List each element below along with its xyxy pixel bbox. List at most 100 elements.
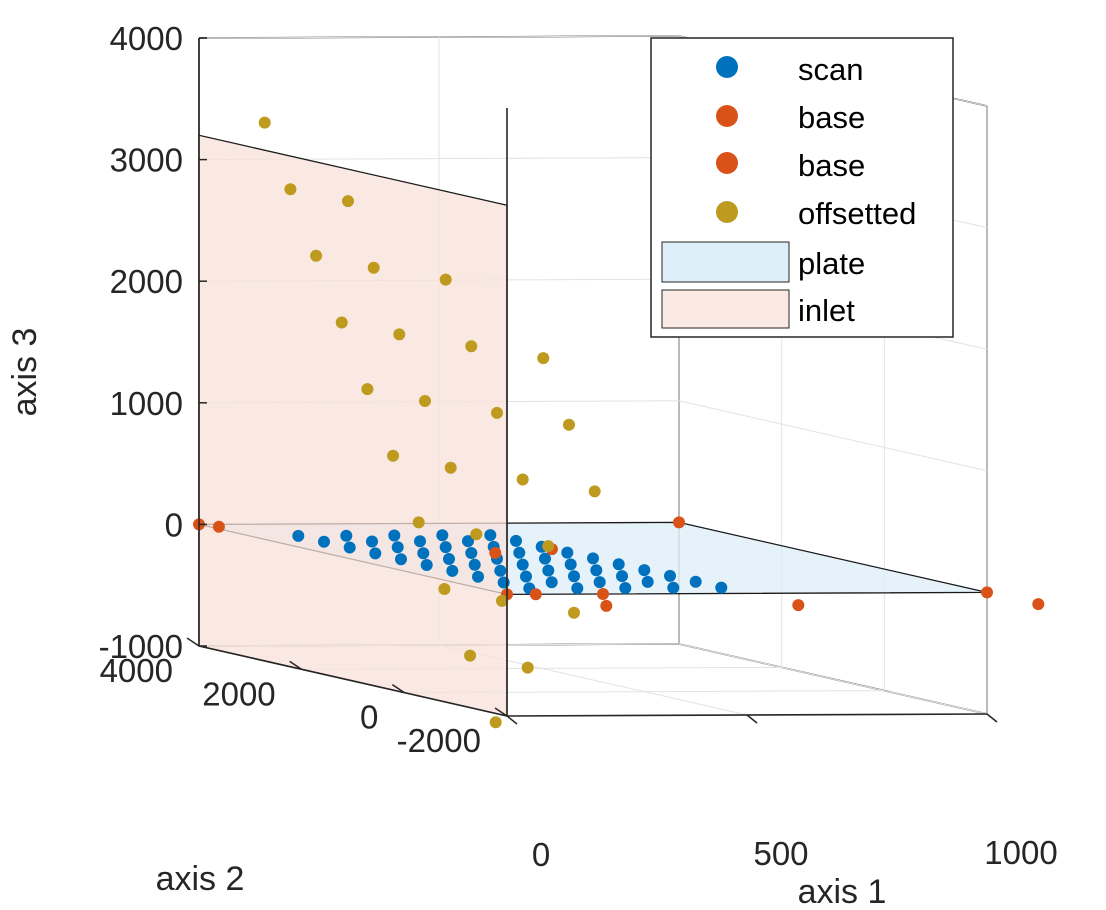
marker-scan-19 bbox=[340, 529, 353, 542]
marker-scan-17 bbox=[391, 541, 404, 554]
marker-base-0 bbox=[673, 516, 685, 529]
legend-swatch-inlet bbox=[661, 289, 790, 329]
marker-scan-14 bbox=[468, 558, 481, 571]
marker-offsetted-23 bbox=[568, 606, 580, 619]
z-tick-label: -1000 bbox=[99, 628, 183, 665]
marker-scan-43 bbox=[638, 564, 651, 577]
marker-scan-39 bbox=[436, 529, 449, 542]
marker-offsetted-12 bbox=[393, 328, 406, 341]
marker-scan-46 bbox=[561, 546, 574, 559]
marker-scan-42 bbox=[664, 569, 676, 582]
marker-scan-27 bbox=[439, 541, 452, 554]
y-tick-label: 4000 bbox=[100, 652, 173, 689]
marker-scan-28 bbox=[414, 535, 426, 548]
y-tick-label: 2000 bbox=[202, 675, 275, 712]
marker-scan-1 bbox=[497, 576, 510, 589]
z-tick-label: 0 bbox=[165, 506, 183, 543]
marker-offsetted-20 bbox=[491, 406, 503, 419]
marker-scan-7 bbox=[343, 541, 356, 554]
marker-scan-41 bbox=[689, 575, 702, 588]
marker-offsetted-9 bbox=[489, 716, 502, 729]
y-tick bbox=[391, 684, 405, 694]
marker-offsetted-8 bbox=[464, 649, 477, 662]
marker-offsetted-15 bbox=[470, 528, 483, 541]
marker-scan-5 bbox=[395, 553, 407, 566]
legend-label-base: base bbox=[798, 100, 865, 135]
marker-offsetted-1 bbox=[284, 183, 297, 196]
marker-scan-22 bbox=[568, 570, 580, 583]
marker-scan-48 bbox=[510, 534, 522, 547]
marker-scan-49 bbox=[484, 529, 497, 542]
y-axis-label: axis 2 bbox=[156, 860, 245, 898]
marker-scan-24 bbox=[516, 558, 529, 571]
marker-offsetted-21 bbox=[516, 473, 529, 486]
marker-scan-32 bbox=[616, 570, 628, 583]
marker-scan-4 bbox=[420, 559, 433, 571]
marker-offsetted-5 bbox=[387, 449, 400, 462]
x-tick bbox=[746, 714, 758, 724]
marker-base-1 bbox=[792, 599, 805, 612]
y-tick-label: -2000 bbox=[397, 722, 481, 759]
tick-labels: -1000 0 1000 2000 3000 4000 -2000 0 2000 4000 0 500… bbox=[99, 20, 1058, 873]
legend-box bbox=[650, 37, 954, 338]
marker-offsetted-16 bbox=[496, 594, 508, 607]
legend-entry-scan: scan bbox=[716, 52, 863, 87]
marker-base-5 bbox=[597, 588, 609, 600]
z-tick-label: 3000 bbox=[110, 142, 183, 179]
z-tick-label: 2000 bbox=[110, 263, 183, 300]
markers-layer bbox=[193, 116, 1045, 729]
z-axis-label: axis 3 bbox=[6, 328, 44, 417]
marker-offsetted-25 bbox=[563, 418, 575, 431]
marker-offsetted-10 bbox=[342, 195, 354, 208]
marker-offsetted-4 bbox=[361, 383, 374, 396]
marker-offsetted-17 bbox=[521, 661, 534, 674]
marker-scan-36 bbox=[513, 546, 526, 559]
marker-scan-20 bbox=[619, 582, 632, 594]
legend-marker-base bbox=[716, 105, 738, 127]
marker-scan-29 bbox=[388, 529, 401, 542]
marker-scan-45 bbox=[587, 552, 599, 565]
x-tick-label: 1000 bbox=[984, 834, 1057, 871]
marker-scan-34 bbox=[564, 558, 577, 571]
marker-offsetted-24 bbox=[537, 352, 550, 365]
y-tick bbox=[494, 707, 508, 717]
marker-offsetted-11 bbox=[367, 261, 380, 274]
marker-base-3 bbox=[489, 546, 502, 559]
marker-scan-10 bbox=[571, 582, 584, 595]
y-tick bbox=[186, 637, 200, 647]
marker-offsetted-13 bbox=[419, 395, 431, 407]
marker-scan-11 bbox=[545, 576, 558, 589]
legend-label-plate: plate bbox=[798, 246, 865, 281]
legend-marker-scan bbox=[716, 56, 738, 78]
legend-label-scan: scan bbox=[798, 52, 863, 87]
grid-line bbox=[678, 643, 988, 715]
legend-entry-base-2: base bbox=[716, 148, 865, 183]
marker-offsetted-2 bbox=[310, 249, 323, 262]
legend-entry-plate: plate bbox=[661, 241, 865, 283]
marker-scan-30 bbox=[667, 581, 680, 594]
marker-base-6 bbox=[212, 520, 225, 533]
legend-entry-offsetted: offsetted bbox=[716, 196, 916, 231]
marker-scan-44 bbox=[612, 558, 625, 571]
legend-label-base-2: base bbox=[798, 148, 865, 183]
x-tick bbox=[986, 713, 998, 723]
marker-scan-21 bbox=[593, 576, 606, 589]
z-tick-label: 4000 bbox=[110, 20, 183, 57]
legend-entry-inlet: inlet bbox=[661, 289, 855, 329]
marker-scan-13 bbox=[494, 564, 507, 577]
marker-offsetted-18 bbox=[439, 273, 452, 286]
marker-scan-8 bbox=[318, 535, 330, 548]
marker-offsetted-0 bbox=[258, 116, 271, 129]
legend-label-inlet: inlet bbox=[798, 293, 855, 328]
marker-scan-6 bbox=[369, 547, 382, 560]
box-edge-front bbox=[198, 645, 508, 717]
marker-scan-33 bbox=[590, 564, 603, 577]
marker-scan-18 bbox=[366, 535, 378, 548]
marker-scan-38 bbox=[462, 535, 474, 548]
y-tick-label: 0 bbox=[360, 699, 378, 736]
legend-label-offsetted: offsetted bbox=[798, 196, 916, 231]
marker-scan-3 bbox=[446, 564, 459, 577]
legend-entry-base: base bbox=[716, 100, 865, 135]
y-tick bbox=[289, 660, 303, 670]
